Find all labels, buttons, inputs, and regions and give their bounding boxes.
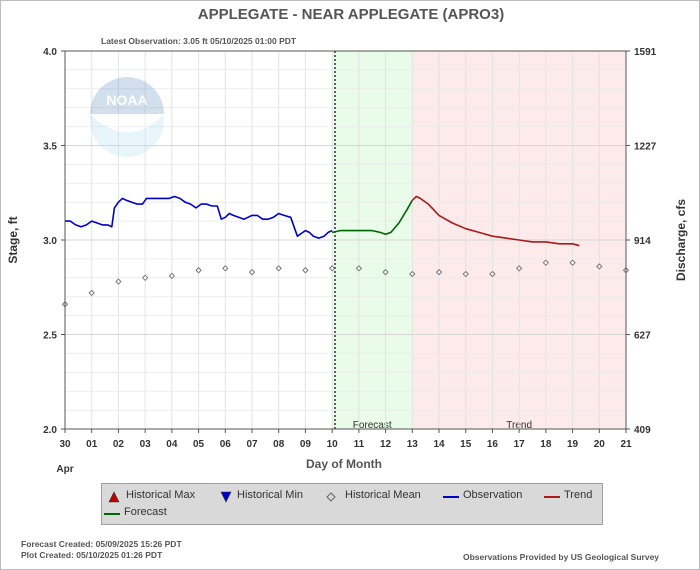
x-tick-label: 04 xyxy=(166,439,178,450)
historical-mean-point xyxy=(168,272,176,280)
chart-legend: Historical Max Historical Min Historical… xyxy=(101,483,603,525)
y-tick-label: 2.0 xyxy=(43,425,57,436)
region-label-forecast: Forecast xyxy=(353,420,392,431)
trend-line-icon xyxy=(544,496,560,498)
chart-title: APPLEGATE - NEAR APPLEGATE (APRO3) xyxy=(198,6,504,23)
noaa-logo-text: NOAA xyxy=(106,92,147,108)
x-tick-label: 17 xyxy=(514,439,526,450)
y2-tick-label: 627 xyxy=(634,331,651,342)
legend-historical-min: Historical Min xyxy=(237,489,304,501)
y2-tick-label: 914 xyxy=(634,236,651,247)
x-tick-label: 20 xyxy=(594,439,606,450)
historical-mean-icon xyxy=(326,492,336,502)
legend-historical-mean: Historical Mean xyxy=(345,489,421,501)
historical-mean-point xyxy=(88,289,95,297)
x-tick-label: 14 xyxy=(433,439,445,450)
historical-mean-point xyxy=(141,274,149,282)
legend-observation: Observation xyxy=(463,489,523,501)
historical-mean-point xyxy=(435,268,443,276)
historical-mean-point xyxy=(355,265,363,272)
forecast-line-icon xyxy=(104,513,120,515)
x-tick-label: 05 xyxy=(193,439,205,450)
y-tick-label: 2.5 xyxy=(43,331,57,342)
historical-mean-point xyxy=(275,265,282,272)
historical-mean-point xyxy=(248,268,256,276)
forecast-created-text: Forecast Created: 05/09/2025 15:26 PDT xyxy=(21,539,182,549)
x-tick-label: 09 xyxy=(300,439,312,450)
legend-historical-max: Historical Max xyxy=(126,489,196,501)
historical-mean-point xyxy=(409,270,416,278)
y-tick-label: 4.0 xyxy=(43,47,57,58)
x-tick-label: 11 xyxy=(354,439,365,450)
x-tick-label: 16 xyxy=(487,439,499,450)
x-tick-label: 07 xyxy=(246,439,258,450)
historical-mean-point xyxy=(302,267,309,274)
x-tick-label: 03 xyxy=(140,439,152,450)
chart-subtitle: Latest Observation: 3.05 ft 05/10/2025 0… xyxy=(101,36,297,46)
y-tick-label: 3.0 xyxy=(43,236,57,247)
x-tick-label: 12 xyxy=(380,439,392,450)
historical-min-icon xyxy=(220,491,232,503)
historical-mean-point xyxy=(515,265,523,272)
historical-mean-point xyxy=(462,270,469,278)
y-tick-label: 3.5 xyxy=(43,142,57,153)
usgs-credit-text: Observations Provided by US Geological S… xyxy=(463,552,660,562)
y2-tick-label: 409 xyxy=(634,425,651,436)
series-line-forecast xyxy=(331,199,413,236)
x-month-label: Apr xyxy=(56,464,73,475)
x-tick-label: 13 xyxy=(407,439,419,450)
x-tick-label: 30 xyxy=(59,439,71,450)
historical-mean-point xyxy=(382,268,389,276)
historical-mean-point xyxy=(195,267,202,274)
y2-tick-label: 1591 xyxy=(634,47,657,58)
historical-mean-point xyxy=(222,265,229,272)
x-tick-label: 15 xyxy=(460,439,472,450)
x-tick-label: 18 xyxy=(540,439,552,450)
x-tick-label: 10 xyxy=(327,439,339,450)
historical-mean-point xyxy=(115,278,122,285)
historical-mean-point xyxy=(489,270,496,278)
x-axis-label: Day of Month xyxy=(306,457,382,471)
legend-trend: Trend xyxy=(564,489,593,501)
x-tick-label: 01 xyxy=(86,439,98,450)
plot-created-text: Plot Created: 05/10/2025 01:26 PDT xyxy=(21,550,163,560)
historical-mean-point xyxy=(596,263,603,270)
y2-axis-label: Discharge, cfs xyxy=(674,199,688,281)
x-tick-label: 08 xyxy=(273,439,285,450)
y-axis-label: Stage, ft xyxy=(6,216,20,263)
historical-mean-point xyxy=(569,259,576,266)
noaa-logo: NOAA xyxy=(90,77,164,157)
historical-mean-point xyxy=(542,259,550,266)
x-tick-label: 02 xyxy=(113,439,125,450)
x-tick-label: 19 xyxy=(567,439,579,450)
historical-mean-point xyxy=(328,265,336,272)
hydrograph-chart: APPLEGATE - NEAR APPLEGATE (APRO3) Lates… xyxy=(6,6,688,475)
x-tick-label: 21 xyxy=(620,439,632,450)
observation-line-icon xyxy=(443,496,459,498)
y2-tick-label: 1227 xyxy=(634,142,657,153)
x-tick-label: 06 xyxy=(220,439,232,450)
series-line-observation xyxy=(65,195,333,239)
historical-max-icon xyxy=(108,491,120,503)
legend-forecast: Forecast xyxy=(124,506,167,518)
series-line-trend xyxy=(411,195,580,247)
